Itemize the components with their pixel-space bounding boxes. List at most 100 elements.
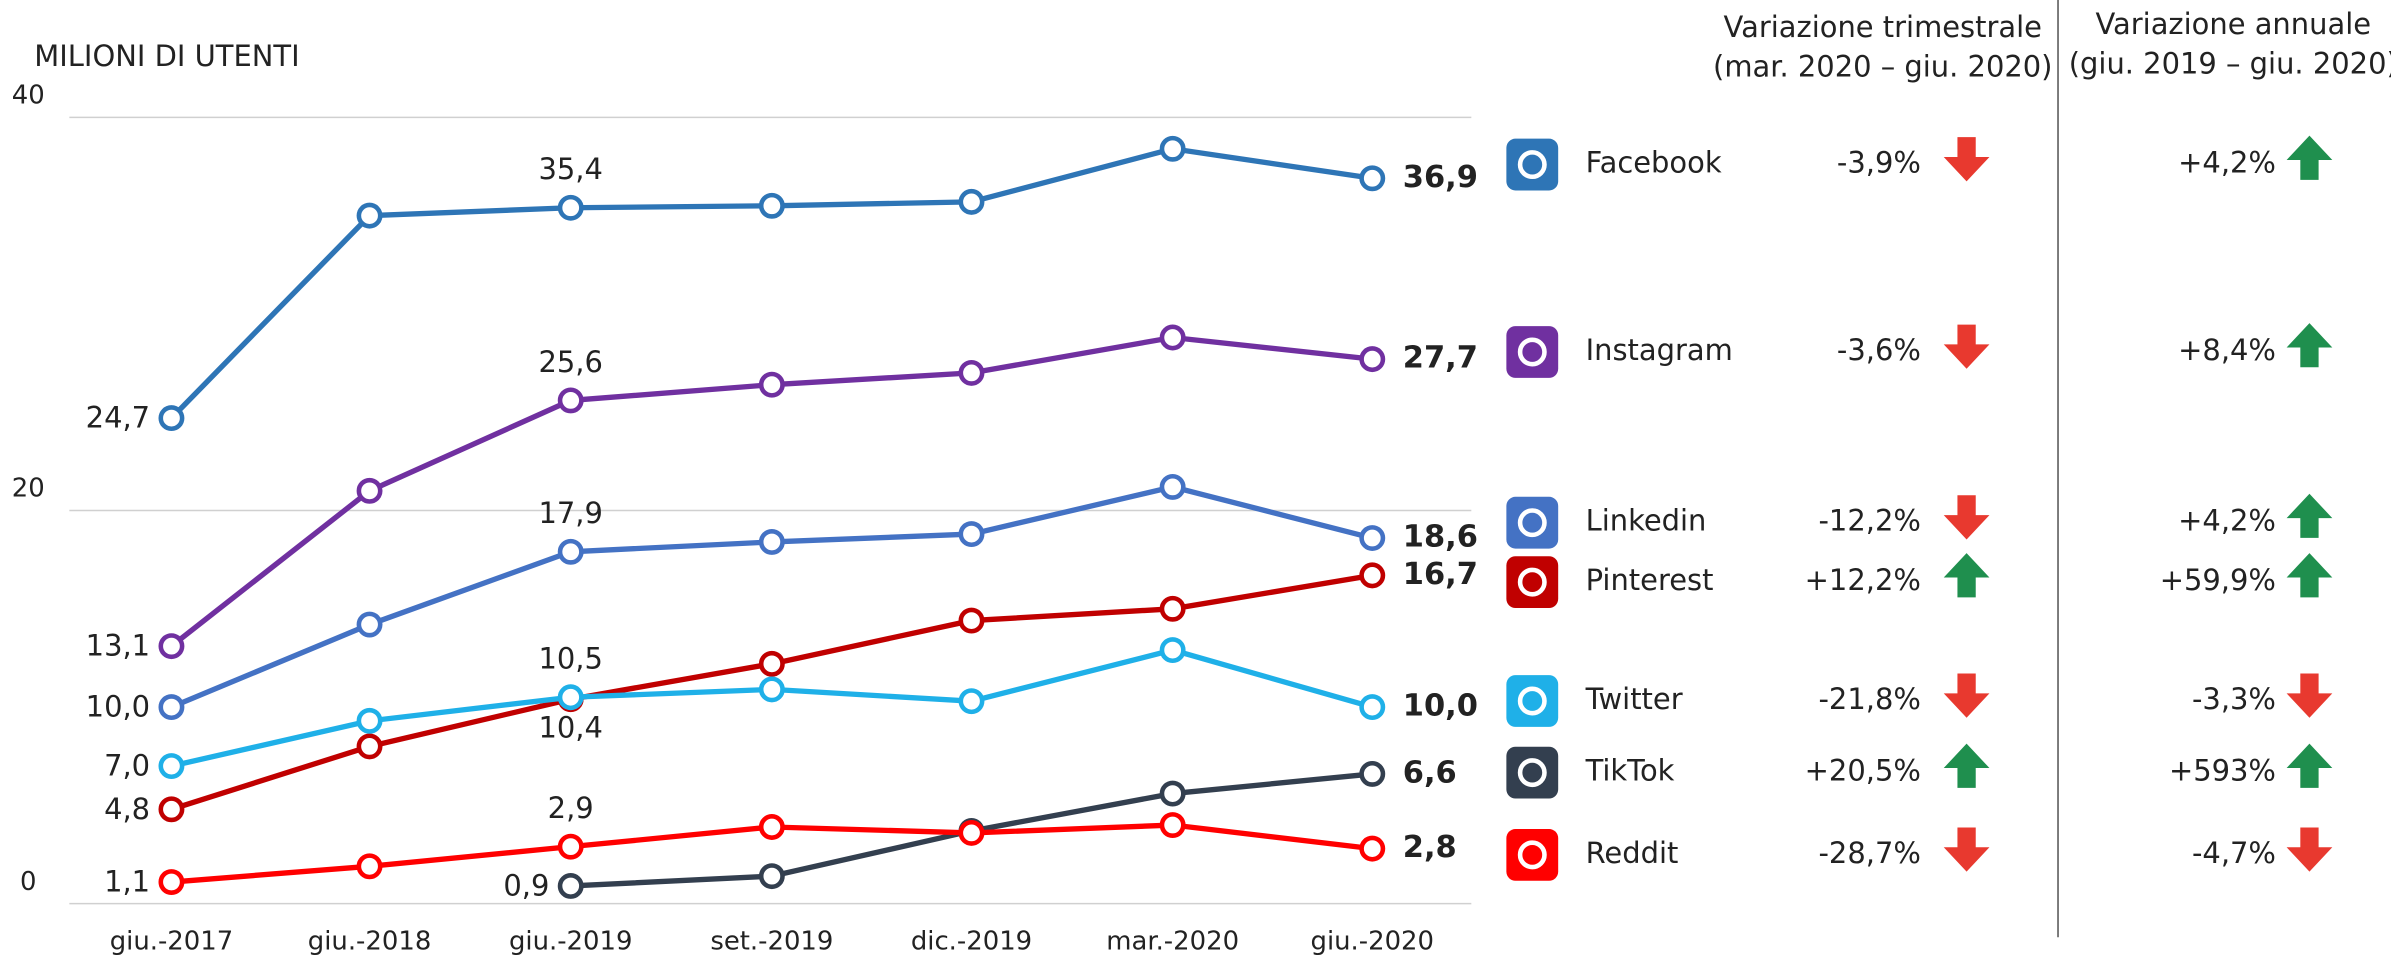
point	[1359, 835, 1386, 862]
point	[557, 387, 584, 414]
data-label: 24,7	[86, 401, 150, 435]
quarterly-change: -12,2%	[1818, 504, 1920, 538]
point	[1159, 135, 1186, 162]
header: Variazione annuale	[2095, 7, 2371, 41]
x-tick-label: giu.-2019	[509, 926, 633, 956]
point	[1159, 780, 1186, 807]
icon	[1506, 496, 1559, 549]
point	[158, 869, 185, 895]
platform-name: Linkedin	[1586, 504, 1707, 538]
header: Variazione trimestrale	[1724, 10, 2042, 44]
data-label: 16,7	[1403, 557, 1478, 592]
arrow-up	[2286, 553, 2333, 598]
data-label: 18,6	[1403, 520, 1478, 555]
platform-name: Pinterest	[1586, 563, 1714, 597]
point	[1159, 473, 1186, 500]
point	[356, 477, 383, 504]
data-label: 1,1	[104, 865, 150, 899]
data-label: 4,8	[104, 792, 150, 826]
icon	[1506, 746, 1559, 799]
point	[356, 853, 383, 880]
point	[958, 607, 985, 634]
annual-change: -3,3%	[2192, 682, 2276, 716]
platform-name: Facebook	[1586, 146, 1722, 180]
icon-glyph	[1517, 150, 1547, 180]
point	[1359, 346, 1386, 373]
point	[758, 192, 785, 219]
data-label: 13,1	[86, 629, 150, 663]
icon	[1506, 326, 1559, 378]
point	[158, 796, 185, 823]
data-label: 27,7	[1403, 341, 1478, 376]
icon	[1506, 556, 1559, 609]
x-tick-label: giu.-2020	[1311, 926, 1435, 956]
arrow-down	[1943, 827, 1990, 872]
point	[758, 814, 785, 840]
data-label: 35,4	[538, 152, 602, 186]
point	[158, 633, 185, 660]
platform-name: Reddit	[1586, 836, 1679, 870]
y-axis-label: MILIONI DI UTENTI	[34, 39, 299, 73]
point	[356, 733, 383, 760]
icon	[1506, 828, 1559, 881]
point	[1159, 812, 1186, 838]
point	[1359, 165, 1386, 192]
arrow-up	[2286, 135, 2333, 180]
annual-change: +4,2%	[2178, 146, 2276, 180]
data-label: 36,9	[1403, 160, 1478, 195]
point	[1359, 562, 1386, 589]
data-label: 0,9	[503, 868, 549, 902]
x-tick-label: set.-2019	[710, 926, 833, 956]
data-label: 6,6	[1403, 755, 1457, 790]
point	[158, 405, 185, 432]
annual-change: +8,4%	[2178, 333, 2276, 367]
arrow-down	[1943, 324, 1990, 369]
x-tick-label: dic.-2019	[911, 926, 1032, 956]
point	[1159, 324, 1186, 351]
point	[557, 194, 584, 221]
data-label: 10,4	[538, 711, 602, 745]
point	[557, 684, 584, 711]
arrow-down	[1943, 673, 1990, 718]
y-tick-label: 40	[12, 81, 45, 111]
point	[1359, 694, 1386, 721]
icon	[1506, 138, 1559, 191]
point	[758, 371, 785, 398]
arrow-up	[1943, 743, 1990, 788]
x-tick-label: giu.-2017	[110, 926, 233, 956]
data-label: 2,8	[1403, 830, 1457, 865]
point	[356, 611, 383, 638]
icon-glyph	[1517, 840, 1547, 870]
arrow-up	[2286, 743, 2333, 788]
point	[1159, 595, 1186, 622]
icon-glyph	[1517, 508, 1547, 538]
x-tick-label: mar.-2020	[1106, 926, 1239, 956]
quarterly-change: -28,7%	[1818, 836, 1920, 870]
icon-glyph	[1517, 567, 1547, 597]
point	[356, 707, 383, 734]
icon-glyph	[1517, 686, 1547, 716]
point	[557, 538, 584, 565]
quarterly-change: -3,9%	[1837, 146, 1921, 180]
point	[158, 753, 185, 780]
point	[1359, 760, 1386, 787]
platform-name: TikTok	[1585, 754, 1675, 788]
point	[758, 650, 785, 677]
point	[958, 521, 985, 548]
arrow-down	[2286, 673, 2333, 718]
point	[1159, 637, 1186, 664]
point	[557, 833, 584, 860]
y-tick-label: 20	[12, 474, 45, 504]
arrow-down	[1943, 495, 1990, 540]
platform-name: Twitter	[1585, 682, 1683, 716]
data-label: 10,0	[1403, 689, 1478, 724]
point	[758, 676, 785, 703]
arrow-up	[2286, 493, 2333, 538]
annual-change: +4,2%	[2178, 504, 2276, 538]
quarterly-change: -21,8%	[1818, 682, 1920, 716]
y-tick-label: 0	[20, 867, 36, 897]
point	[758, 863, 785, 890]
data-label: 2,9	[548, 791, 594, 825]
header: (mar. 2020 – giu. 2020)	[1713, 50, 2052, 84]
